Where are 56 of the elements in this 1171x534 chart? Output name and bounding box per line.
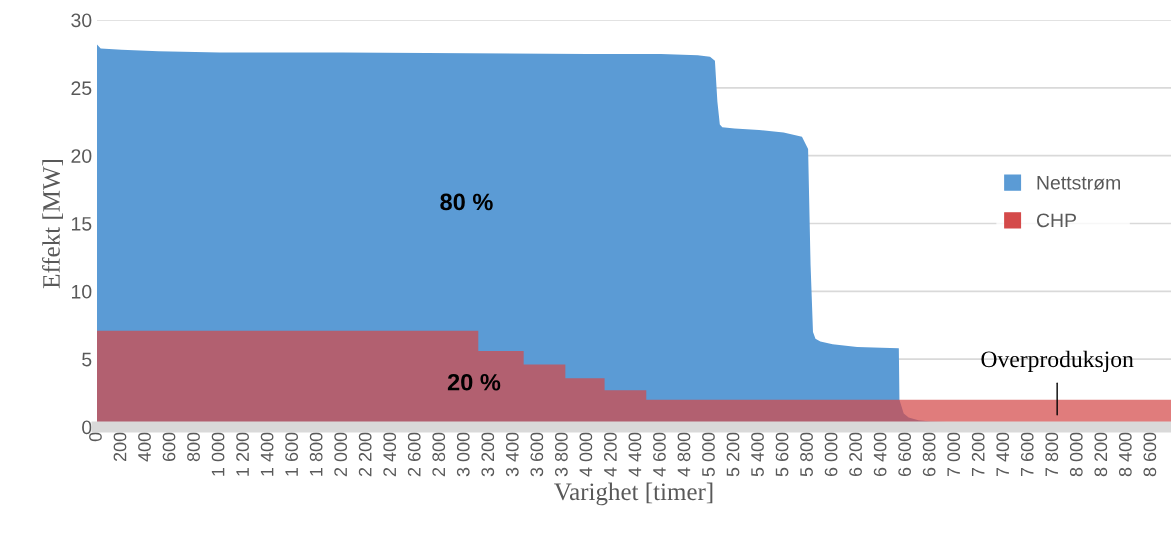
legend-label: CHP — [1036, 213, 1076, 228]
x-tick-label: 6 400 — [873, 432, 887, 477]
x-tick-label: 7 000 — [947, 432, 961, 477]
y-tick-label: 25 — [71, 81, 92, 96]
x-tick-label: 6 600 — [898, 432, 912, 477]
x-tick-label: 2 800 — [432, 432, 446, 477]
x-axis-title: Varighet [timer] — [554, 482, 713, 506]
x-tick-label: 3 200 — [481, 432, 495, 477]
x-tick-label: 6 000 — [824, 432, 838, 477]
x-tick-label: 8 600 — [1143, 432, 1157, 477]
x-tick-label: 3 600 — [530, 432, 544, 477]
y-tick-label: 30 — [71, 13, 92, 28]
x-tick-label: 5 400 — [751, 432, 764, 477]
x-tick-label: 2 400 — [383, 432, 397, 477]
x-tick-label: 5 600 — [775, 432, 789, 477]
y-tick-label: 10 — [72, 284, 92, 299]
annotation: Overproduksjon — [981, 350, 1134, 373]
x-tick-label: 2 000 — [334, 432, 348, 477]
x-tick-label: 4 000 — [579, 432, 593, 477]
y-tick-label: 15 — [72, 217, 92, 231]
x-tick-label: 2 600 — [407, 432, 421, 477]
y-tick-label: 5 — [82, 352, 92, 367]
x-tick-label: 5 800 — [800, 432, 813, 477]
x-tick-label: 3 800 — [554, 432, 568, 477]
x-tick-label: 800 — [187, 432, 200, 462]
x-tick-label: 2 200 — [358, 432, 372, 477]
y-tick-label: 20 — [71, 149, 92, 163]
x-tick-label: 1 200 — [236, 432, 249, 476]
x-tick-label: 7 800 — [1045, 432, 1059, 477]
x-tick-label: 1 600 — [285, 432, 299, 476]
x-tick-label: 5 200 — [726, 432, 740, 477]
legend-label: Nettstrøm — [1037, 176, 1120, 190]
x-tick-label: 1 400 — [260, 432, 274, 476]
x-tick-label: 7 200 — [971, 432, 985, 477]
x-tick-label: 6 800 — [922, 432, 936, 477]
x-tick-label: 8 200 — [1094, 432, 1108, 477]
annotation: 20 % — [447, 373, 501, 391]
annotation: 80 % — [440, 193, 493, 211]
x-tick-label: 3 000 — [456, 432, 470, 477]
x-tick-label: 4 200 — [603, 432, 617, 477]
x-tick-label: 3 400 — [505, 432, 519, 477]
x-tick-label: 7 400 — [996, 432, 1010, 477]
x-tick-label: 6 200 — [849, 432, 862, 477]
x-tick-label: 7 600 — [1020, 432, 1034, 477]
x-tick-label: 1 800 — [309, 432, 323, 476]
x-tick-label: 8 000 — [1069, 432, 1083, 477]
y-axis-title: Effekt [MW] — [42, 159, 63, 289]
x-tick-label: 400 — [138, 432, 151, 462]
x-tick-label: 5 000 — [702, 432, 715, 477]
x-tick-label: 4 800 — [677, 432, 691, 477]
x-tick-label: 600 — [162, 432, 176, 462]
x-tick-label: 8 400 — [1118, 432, 1132, 477]
x-tick-label: 4 400 — [628, 432, 642, 477]
x-tick-label: 200 — [113, 432, 127, 462]
x-tick-label: 4 600 — [653, 432, 666, 477]
x-tick-label: 1 000 — [211, 432, 225, 476]
